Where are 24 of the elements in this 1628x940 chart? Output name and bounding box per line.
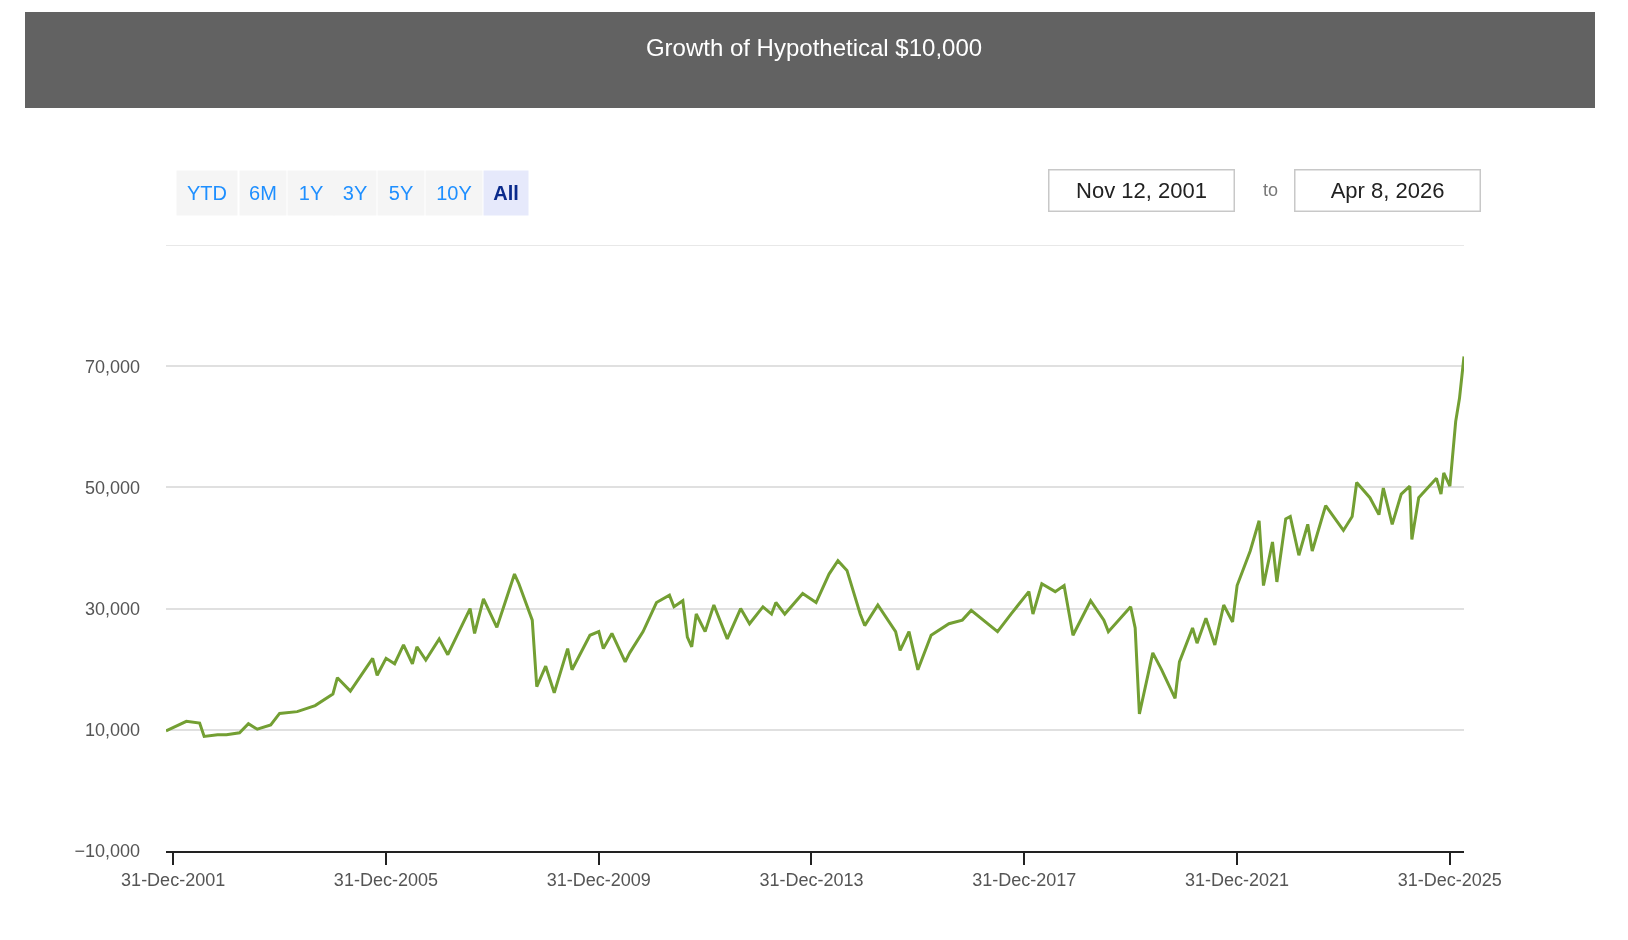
text: All [493, 182, 519, 204]
text: 10Y [436, 182, 472, 204]
text: YTD [187, 182, 227, 204]
text: to [1263, 180, 1279, 200]
x-tick-label: 31-Dec-2025 [1397, 870, 1502, 891]
text: Nov 12, 2001 [1076, 178, 1207, 203]
y-tick-label: 50,000 [84, 477, 140, 498]
text: 3Y [342, 182, 368, 204]
chart-title: Growth of Hypothetical $10,000 [645, 34, 983, 62]
x-tick-label: 31-Dec-2013 [759, 870, 864, 891]
y-tick-label: 30,000 [84, 598, 140, 619]
y-tick-label: 10,000 [84, 720, 140, 741]
y-tick-label: −10,000 [74, 841, 140, 862]
x-tick-label: 31-Dec-2017 [972, 870, 1077, 891]
text: 6M [249, 182, 277, 204]
x-tick-label: 31-Dec-2001 [121, 870, 226, 891]
y-tick-label: 70,000 [84, 356, 140, 377]
text: Apr 8, 2026 [1330, 178, 1445, 203]
x-tick-label: 31-Dec-2005 [333, 870, 438, 891]
text: 5Y [388, 182, 414, 204]
x-tick-label: 31-Dec-2009 [546, 870, 651, 891]
x-tick-label: 31-Dec-2021 [1184, 870, 1289, 891]
line-series [166, 355, 1464, 738]
text: 1Y [298, 182, 324, 204]
